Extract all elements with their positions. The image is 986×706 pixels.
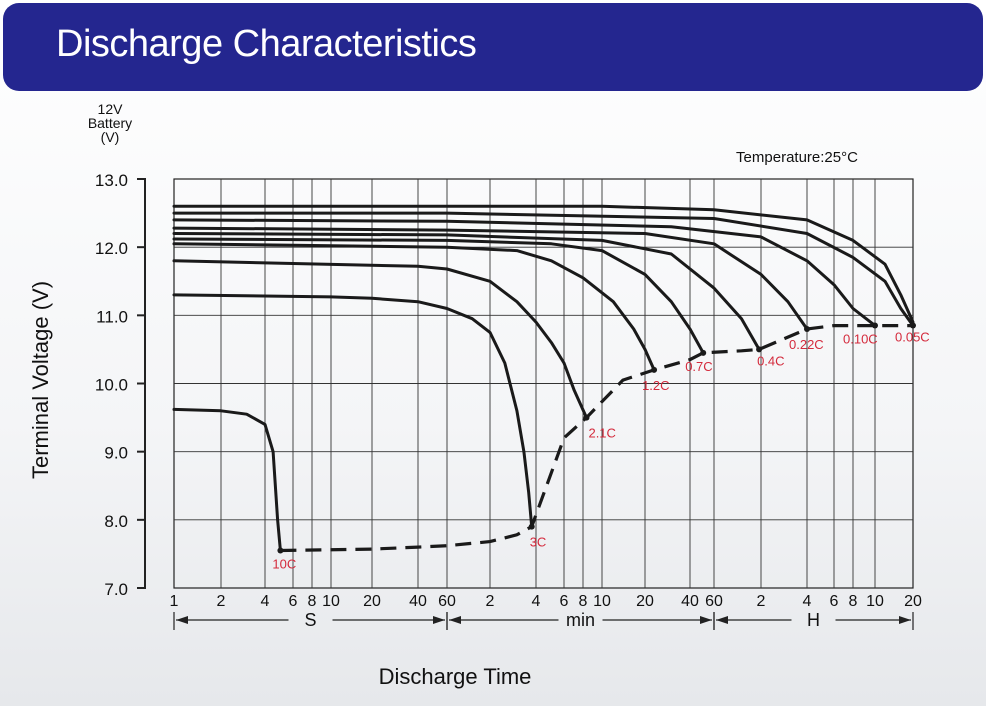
x-tick-label: 8 xyxy=(579,593,588,610)
endpoint-marker xyxy=(528,523,535,530)
temperature-annotation: Temperature:25°C xyxy=(736,149,858,166)
y-tick-label: 11.0 xyxy=(96,307,128,326)
x-tick-label: 2 xyxy=(757,593,766,610)
header-banner: Discharge Characteristics xyxy=(3,3,983,91)
x-tick-label: 2 xyxy=(486,593,495,610)
arrow-left-icon xyxy=(449,616,461,624)
discharge-curve xyxy=(172,407,282,552)
discharge-curve xyxy=(172,237,705,355)
y-tick-label: 10.0 xyxy=(95,376,128,395)
arrow-right-icon xyxy=(433,616,445,624)
endpoint-label: 0.22C xyxy=(789,337,824,352)
x-tick-label: 6 xyxy=(289,593,298,610)
y-unit-label: (V) xyxy=(101,129,120,145)
endpoint-label: 2.1C xyxy=(588,426,615,441)
y-unit-label: Battery xyxy=(88,115,132,131)
endpoint-marker xyxy=(700,349,707,356)
endpoint-label: 0.7C xyxy=(685,359,712,374)
y-tick-label: 7.0 xyxy=(104,580,128,599)
x-tick-label: 10 xyxy=(593,593,611,610)
x-tick-label: 8 xyxy=(849,593,858,610)
y-axis-title: Terminal Voltage (V) xyxy=(28,281,53,479)
discharge-curve xyxy=(172,293,534,529)
discharge-curve xyxy=(172,204,915,324)
y-unit-label: 12V xyxy=(98,101,124,117)
endpoint-label: 0.4C xyxy=(757,353,784,368)
x-tick-label: 20 xyxy=(904,593,922,610)
x-tick-label: 1 xyxy=(170,593,179,610)
axis-layer: 7.08.09.010.011.012.013.01 2 4 6 8 10 20 40 60 2 4… xyxy=(28,101,922,689)
range-unit-label: min xyxy=(566,610,595,630)
endpoint-marker xyxy=(277,547,284,554)
discharge-curve xyxy=(172,232,761,351)
x-tick-label: 10 xyxy=(322,593,340,610)
x-tick-label: 4 xyxy=(532,593,541,610)
x-tick-label: 10 xyxy=(866,593,884,610)
x-tick-label: 4 xyxy=(261,593,270,610)
x-tick-label: 20 xyxy=(363,593,381,610)
endpoint-label: 10C xyxy=(272,557,296,572)
endpoint-label: 0.10C xyxy=(843,332,878,347)
x-axis-title: Discharge Time xyxy=(379,664,532,689)
endpoint-marker xyxy=(756,346,763,353)
labels-layer: 10C 3C 2.1C 1.2C 0.7C 0.4C 0.22C 0.10C 0.05C xyxy=(272,322,930,572)
arrow-left-icon xyxy=(176,616,188,624)
endpoint-marker xyxy=(804,325,810,332)
y-tick-label: 13.0 xyxy=(95,171,128,190)
discharge-curve xyxy=(172,226,809,331)
discharge-curve xyxy=(172,242,656,372)
arrow-left-icon xyxy=(716,616,728,624)
range-unit-label: S xyxy=(304,610,316,630)
endpoint-label: 3C xyxy=(530,535,547,550)
endpoint-label: 0.05C xyxy=(895,330,930,345)
x-tick-label: 6 xyxy=(830,593,839,610)
arrow-right-icon xyxy=(700,616,712,624)
x-tick-label: 8 xyxy=(308,593,317,610)
page-title: Discharge Characteristics xyxy=(56,23,477,65)
x-tick-label: 2 xyxy=(217,593,226,610)
discharge-curve xyxy=(172,259,588,420)
discharge-curve xyxy=(172,218,877,328)
endpoint-marker xyxy=(872,322,878,329)
x-tick-label: 4 xyxy=(803,593,812,610)
x-tick-label: 60 xyxy=(438,593,456,610)
endpoint-marker xyxy=(583,414,590,421)
y-tick-label: 12.0 xyxy=(95,239,128,258)
curves-layer xyxy=(172,204,915,553)
discharge-curve xyxy=(172,211,915,328)
x-tick-label: 40 xyxy=(681,593,699,610)
arrow-right-icon xyxy=(899,616,911,624)
endpoint-marker xyxy=(651,366,658,373)
y-tick-label: 9.0 xyxy=(104,444,128,463)
x-tick-label: 60 xyxy=(705,593,723,610)
cutoff-dashed-line xyxy=(280,324,913,553)
x-tick-label: 40 xyxy=(409,593,427,610)
x-tick-label: 6 xyxy=(560,593,569,610)
endpoint-marker xyxy=(910,322,916,329)
range-unit-label: H xyxy=(807,610,820,630)
endpoint-label: 1.2C xyxy=(642,378,669,393)
y-tick-label: 8.0 xyxy=(104,512,128,531)
x-tick-label: 20 xyxy=(636,593,654,610)
